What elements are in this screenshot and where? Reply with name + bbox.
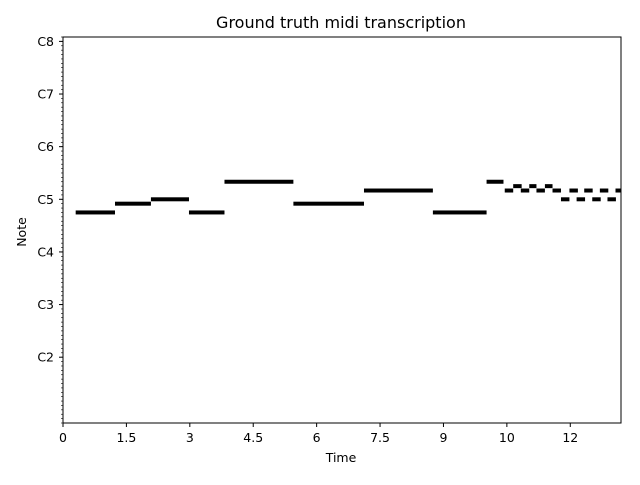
y-tick-label: C4 <box>37 244 54 259</box>
x-axis-label: Time <box>325 450 357 465</box>
note-bar-6 <box>363 188 433 193</box>
y-tick-label: C7 <box>37 87 54 102</box>
y-tick-label: C3 <box>37 297 54 312</box>
note-bar-3 <box>188 210 225 215</box>
note-bar-23 <box>615 188 621 193</box>
note-bar-20 <box>592 197 601 202</box>
x-tick-label: 10 <box>499 430 515 445</box>
note-bar-16 <box>560 197 570 202</box>
note-bar-19 <box>584 188 593 193</box>
note-bar-13 <box>536 188 545 193</box>
note-bar-2 <box>150 197 189 202</box>
x-tick-label: 3 <box>186 430 194 445</box>
note-bar-8 <box>486 179 504 184</box>
note-bar-0 <box>75 210 115 215</box>
x-tick-label: 7.5 <box>370 430 390 445</box>
y-axis-label: Note <box>14 217 29 247</box>
note-bar-9 <box>504 188 514 193</box>
note-bar-14 <box>544 184 553 189</box>
y-tick-label: C2 <box>37 350 54 365</box>
note-bar-10 <box>513 184 522 189</box>
note-bar-22 <box>607 197 616 202</box>
note-bar-18 <box>576 197 586 202</box>
note-bar-17 <box>569 188 578 193</box>
y-tick-label: C6 <box>37 139 54 154</box>
plot-frame <box>62 36 622 424</box>
x-tick-label: 4.5 <box>243 430 263 445</box>
note-bar-5 <box>293 201 364 206</box>
y-tick-label: C8 <box>37 34 54 49</box>
note-bar-7 <box>432 210 487 215</box>
x-tick-label: 12 <box>562 430 578 445</box>
x-tick-label: 1.5 <box>116 430 136 445</box>
note-bar-15 <box>552 188 561 193</box>
note-bar-21 <box>599 188 609 193</box>
note-bar-4 <box>224 179 294 184</box>
note-bar-1 <box>115 201 151 206</box>
note-bar-12 <box>529 184 537 189</box>
note-bar-11 <box>520 188 530 193</box>
x-tick-label: 9 <box>439 430 447 445</box>
x-tick-label: 6 <box>313 430 321 445</box>
y-tick-label: C5 <box>37 192 54 207</box>
x-tick-label: 0 <box>59 430 67 445</box>
plot-area: C2 C3 C4 C5 C6 C7 C8 0 1.5 3 4.5 6 7.5 9 10 12 <box>37 34 622 445</box>
chart-title: Ground truth midi transcription <box>216 13 466 32</box>
